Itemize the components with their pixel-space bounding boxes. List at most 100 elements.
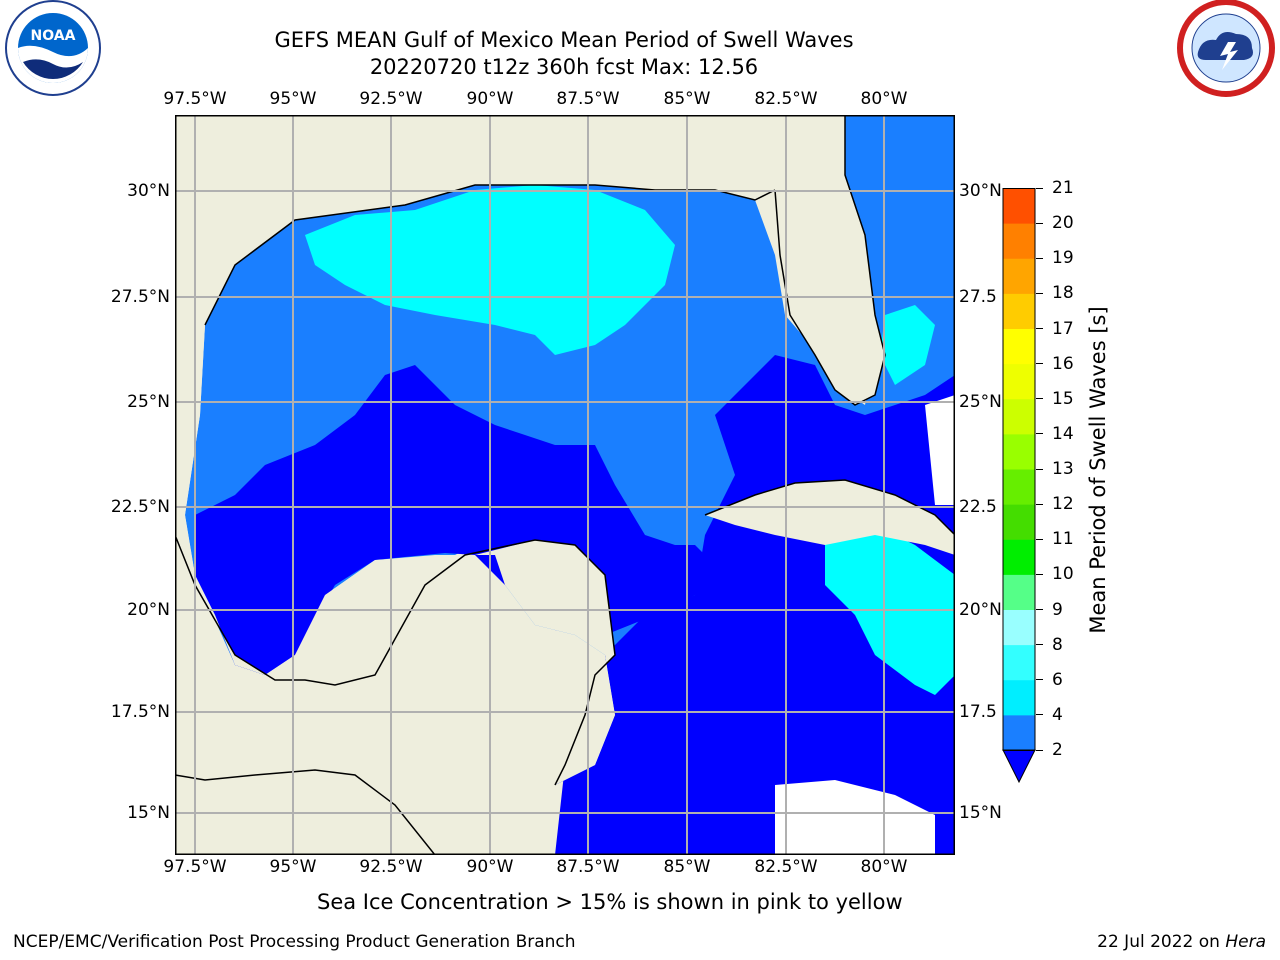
- lon-label-top: 85°W: [663, 89, 711, 109]
- lon-label-bottom: 92.5°W: [359, 857, 423, 877]
- colorbar-tick-label: 10: [1052, 564, 1074, 585]
- colorbar-tick-label: 18: [1052, 283, 1074, 304]
- colorbar-extend-triangle: [1002, 749, 1036, 784]
- ocean-swell-low-east: [555, 355, 955, 855]
- lon-label-top: 90°W: [466, 89, 514, 109]
- map-frame: [175, 115, 955, 855]
- noaa-logo: NOAA: [3, 0, 103, 100]
- lon-label-top: 80°W: [860, 89, 908, 109]
- colorbar-tick-mark: [1036, 187, 1043, 189]
- colorbar-tick-mark: [1036, 257, 1043, 259]
- land-cuba: [705, 480, 955, 555]
- no-data-region-south: [775, 780, 935, 855]
- colorbar-tick-label: 17: [1052, 318, 1074, 339]
- colorbar-tick-mark: [1036, 328, 1043, 329]
- lat-label-left: 25°N: [127, 392, 170, 412]
- colorbar-tick-mark: [1036, 538, 1043, 540]
- footer-date-text: 22 Jul 2022 on: [1097, 932, 1220, 952]
- colorbar-segment: [1003, 469, 1035, 505]
- lat-label-right: 15°N: [959, 803, 1002, 823]
- colorbar-tick-label: 8: [1052, 634, 1063, 655]
- lon-label-top: 95°W: [269, 89, 317, 109]
- lat-label-left: 20°N: [127, 600, 170, 620]
- colorbar-tick-mark: [1036, 292, 1043, 294]
- colorbar: [1002, 188, 1036, 788]
- colorbar-tick-label: 9: [1052, 599, 1063, 620]
- lon-label-top: 82.5°W: [754, 89, 818, 109]
- colorbar-tick-mark: [1036, 363, 1043, 365]
- land-yucatan-peninsula: [175, 540, 615, 855]
- colorbar-segment: [1003, 679, 1035, 716]
- coastline: [175, 115, 955, 855]
- lon-label-bottom: 97.5°W: [163, 857, 227, 877]
- colorbar-tick-label: 14: [1052, 423, 1074, 444]
- lat-label-left: 17.5°N: [110, 702, 170, 722]
- colorbar-graphic: [1002, 188, 1036, 784]
- colorbar-tick-label: 6: [1052, 669, 1063, 690]
- colorbar-segment: [1003, 223, 1035, 259]
- colorbar-tick-mark: [1036, 468, 1043, 470]
- colorbar-segment: [1003, 188, 1035, 224]
- lon-label-top: 92.5°W: [359, 89, 423, 109]
- colorbar-tick-label: 12: [1052, 494, 1074, 515]
- colorbar-tick-label: 20: [1052, 213, 1074, 234]
- lon-label-bottom: 90°W: [466, 857, 514, 877]
- colorbar-tick-label: 19: [1052, 248, 1074, 269]
- colorbar-segment: [1003, 258, 1035, 294]
- colorbar-segment: [1003, 609, 1035, 646]
- colorbar-segment: [1003, 293, 1035, 329]
- lat-label-right: 30°N: [959, 181, 1002, 201]
- colorbar-tick-label: 11: [1052, 529, 1074, 550]
- map-gridlines: [175, 115, 955, 855]
- colorbar-segment: [1003, 644, 1035, 681]
- lat-label-right: 22.5: [959, 497, 997, 517]
- lat-label-right: 25°N: [959, 392, 1002, 412]
- colorbar-segment: [1003, 398, 1035, 435]
- colorbar-tick-mark: [1036, 644, 1043, 646]
- land-us-gulf-coast: [475, 115, 845, 200]
- svg-text:NOAA: NOAA: [31, 28, 76, 44]
- lat-label-left: 15°N: [127, 803, 170, 823]
- colorbar-tick-label: 4: [1052, 704, 1063, 725]
- colorbar-segment: [1003, 539, 1035, 575]
- colorbar-segment: [1003, 363, 1035, 400]
- lat-label-left: 27.5°N: [110, 287, 170, 307]
- colorbar-segment: [1003, 433, 1035, 470]
- colorbar-label: Mean Period of Swell Waves [s]: [1086, 306, 1110, 634]
- lon-label-top: 97.5°W: [163, 89, 227, 109]
- colorbar-frame: [1002, 188, 1036, 751]
- colorbar-tick-label: 13: [1052, 459, 1074, 479]
- colorbar-segment: [1003, 504, 1035, 540]
- ocean-swell-4-6s-atlantic: [880, 305, 935, 385]
- colorbar-tick-mark: [1036, 749, 1043, 751]
- lat-label-left: 30°N: [127, 181, 170, 201]
- colorbar-tick-mark: [1036, 714, 1043, 716]
- colorbar-segment: [1003, 328, 1035, 365]
- land-mexico-coast: [175, 115, 475, 685]
- lat-label-right: 20°N: [959, 600, 1002, 620]
- chart-title: GEFS MEAN Gulf of Mexico Mean Period of …: [274, 28, 854, 52]
- colorbar-tick-mark: [1036, 573, 1043, 575]
- lon-label-bottom: 87.5°W: [556, 857, 620, 877]
- lon-label-top: 87.5°W: [556, 89, 620, 109]
- footer-credit: NCEP/EMC/Verification Post Processing Pr…: [13, 932, 576, 952]
- colorbar-tick-mark: [1036, 433, 1043, 435]
- colorbar-tick-label: 16: [1052, 353, 1074, 374]
- no-data-region-east: [925, 395, 955, 505]
- colorbar-segment: [1003, 574, 1035, 610]
- sea-ice-note: Sea Ice Concentration > 15% is shown in …: [317, 890, 903, 914]
- lat-label-right: 17.5: [959, 702, 997, 722]
- footer-host: Hera: [1225, 932, 1266, 952]
- colorbar-tick-mark: [1036, 503, 1043, 505]
- footer-date: 22 Jul 2022 on Hera: [1097, 932, 1266, 952]
- colorbar-tick-mark: [1036, 679, 1043, 681]
- colorbar-tick-label: 21: [1052, 178, 1074, 198]
- colorbar-tick-mark: [1036, 222, 1043, 224]
- lon-label-bottom: 85°W: [663, 857, 711, 877]
- nws-logo: [1176, 0, 1276, 100]
- colorbar-tick-mark: [1036, 609, 1043, 610]
- lon-label-bottom: 95°W: [269, 857, 317, 877]
- colorbar-tick-label: 15: [1052, 388, 1074, 409]
- lat-label-right: 27.5: [959, 287, 997, 307]
- colorbar-tick-label: 2: [1052, 740, 1063, 760]
